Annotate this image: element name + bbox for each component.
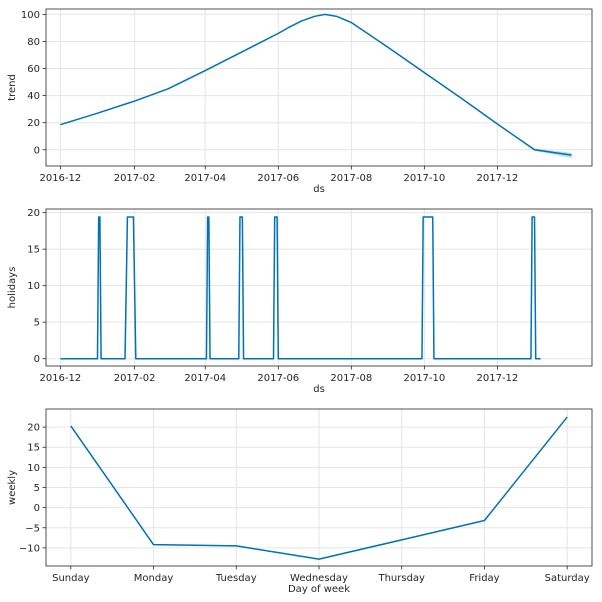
y-tick-label: 80 <box>27 37 40 48</box>
trend-series-line <box>60 13 572 156</box>
x-tick-label: Monday <box>134 573 174 584</box>
weekly-series-line <box>70 416 568 560</box>
y-tick-label: −5 <box>25 523 40 534</box>
chart-panel-holidays: 2016-12 2017-02 2017-04 2017-06 2017-08 2017-… <box>7 208 593 395</box>
uncertainty-band <box>60 14 572 159</box>
y-tick-label: 5 <box>34 318 40 329</box>
y-tick-label: 0 <box>34 503 40 514</box>
y-tick-label: 15 <box>27 245 40 256</box>
y-tick-label: 60 <box>27 64 40 75</box>
y-tick-label: 10 <box>27 281 40 292</box>
x-tick-label: Wednesday <box>290 573 348 584</box>
x-axis-label: ds <box>313 384 325 395</box>
y-tick-label: 100 <box>21 10 40 21</box>
x-tick-label: 2017-12 <box>477 173 519 184</box>
holidays-series-line <box>60 216 541 360</box>
x-tick-label: 2017-08 <box>330 373 372 384</box>
chart-panel-weekly: Sunday Monday Tuesday Wednesday Thursday Frid… <box>7 408 593 595</box>
x-tick-label: 2017-10 <box>403 173 445 184</box>
x-axis-label: ds <box>313 184 325 195</box>
x-tick-label: 2017-08 <box>330 173 372 184</box>
y-tick-label: 40 <box>27 91 40 102</box>
y-axis-label: trend <box>7 74 18 101</box>
x-tick-label: 2017-04 <box>184 373 226 384</box>
x-tick-label: 2017-12 <box>477 373 519 384</box>
y-tick-label: 20 <box>27 208 40 219</box>
y-tick-label: 10 <box>27 463 40 474</box>
x-tick-label: 2017-06 <box>257 173 299 184</box>
x-tick-label: Tuesday <box>215 573 257 584</box>
x-tick-label: 2017-02 <box>114 173 156 184</box>
y-tick-label: 0 <box>34 354 40 365</box>
x-tick-label: 2016-12 <box>39 373 81 384</box>
x-tick-label: 2017-02 <box>114 373 156 384</box>
y-tick-label: −10 <box>19 543 40 554</box>
x-tick-label: 2017-06 <box>257 373 299 384</box>
y-tick-label: 0 <box>34 145 40 156</box>
y-tick-label: 15 <box>27 443 40 454</box>
x-tick-label: Saturday <box>545 573 590 584</box>
chart-panel-trend: 2016-12 2017-02 2017-04 2017-06 2017-08 2017-… <box>7 8 593 195</box>
x-tick-label: 2016-12 <box>39 173 81 184</box>
axes-frame <box>45 8 593 167</box>
x-tick-label: Friday <box>469 573 499 584</box>
axes-frame <box>45 208 593 367</box>
y-tick-label: 20 <box>27 423 40 434</box>
x-tick-label: 2017-04 <box>184 173 226 184</box>
x-tick-label: Thursday <box>377 573 425 584</box>
y-tick-label: 20 <box>27 118 40 129</box>
y-tick-label: 5 <box>34 483 40 494</box>
y-axis-label: holidays <box>7 267 18 309</box>
x-tick-label: Sunday <box>52 573 89 584</box>
x-axis-label: Day of week <box>288 584 350 595</box>
x-tick-label: 2017-10 <box>403 373 445 384</box>
y-axis-label: weekly <box>7 470 18 505</box>
